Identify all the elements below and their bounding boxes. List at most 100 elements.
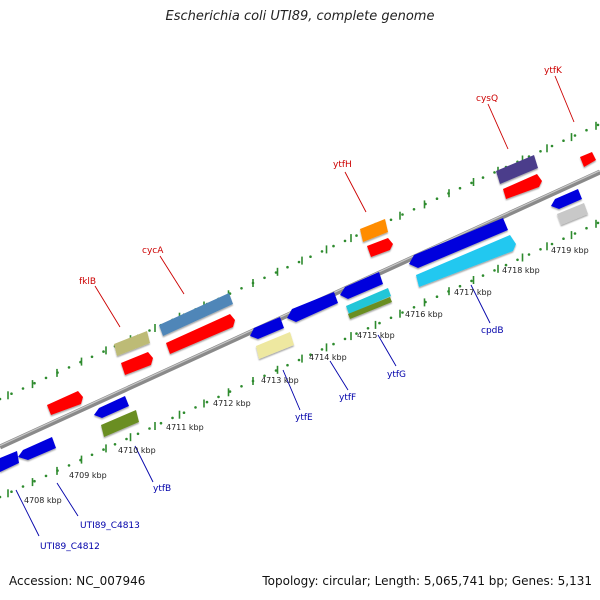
ring-dot <box>332 342 335 346</box>
gene-block-ytfG[interactable] <box>348 297 392 319</box>
gene-label-ytfB[interactable]: ytfB <box>153 484 171 494</box>
kbp-label: 4716 kbp <box>405 310 443 319</box>
ring-dot <box>550 242 554 246</box>
gene-arrow-red-1[interactable] <box>47 391 83 415</box>
kbp-label: 4709 kbp <box>69 471 107 480</box>
kbp-label: 4717 kbp <box>454 288 492 297</box>
kbp-label: 4718 kbp <box>502 266 540 275</box>
gene-label-fklB[interactable]: fklB <box>79 277 96 287</box>
ring-dot <box>355 234 358 237</box>
ring-dot <box>113 443 117 446</box>
ring-dot <box>309 353 312 357</box>
ring-dot <box>550 144 554 148</box>
genome-summary-text: Topology: circular; Length: 5,065,741 bp… <box>262 574 592 588</box>
gene-arrow-red-2[interactable] <box>121 352 153 375</box>
kbp-label: 4712 kbp <box>213 399 251 408</box>
map-title: Escherichia coli UTI89, complete genome <box>165 9 435 24</box>
gene-block-cycA[interactable] <box>159 293 233 336</box>
ring-dot <box>263 276 266 280</box>
gene-label-ytfK[interactable]: ytfK <box>544 66 563 76</box>
gene-arrow-UTI89_C4813[interactable] <box>18 437 56 460</box>
ring-dot <box>263 374 266 378</box>
kbp-label: 4713 kbp <box>261 376 299 385</box>
ring-dot <box>286 363 289 367</box>
gene-arrow-red-5[interactable] <box>503 174 542 199</box>
gene-block-grey[interactable] <box>557 203 588 225</box>
ring-dot <box>481 274 485 277</box>
ring-dot <box>148 427 151 430</box>
ring-dot <box>320 250 324 253</box>
gene-label-cysQ[interactable]: cysQ <box>476 94 498 104</box>
ring-dot <box>0 495 2 499</box>
ring-dot <box>102 448 105 451</box>
ring-dot <box>458 284 462 288</box>
gene-arrow-cpdB-left[interactable] <box>409 218 508 268</box>
ring-dot <box>412 306 416 309</box>
gene-arrow-ytfB-left[interactable] <box>94 396 129 418</box>
ring-dot <box>44 376 48 380</box>
kbp-label: 4715 kbp <box>357 331 395 340</box>
ring-dot <box>458 186 462 190</box>
gene-arrow-red-4[interactable] <box>367 238 393 257</box>
gene-block-ytfK[interactable] <box>580 152 596 167</box>
ring-dot <box>67 464 71 467</box>
ring-dot <box>470 279 473 283</box>
ring-dot <box>274 271 278 274</box>
ring-dot <box>102 350 105 353</box>
ring-dot <box>527 253 531 256</box>
ring-dot <box>171 416 174 420</box>
ring-dot <box>516 258 519 262</box>
gene-arrow-ytfF[interactable] <box>287 292 338 322</box>
gene-block-ytfH[interactable] <box>360 219 388 242</box>
gene-arrow-blue-right[interactable] <box>551 189 582 209</box>
ring-dot <box>470 181 473 185</box>
gene-label-UTI89_C4813[interactable]: UTI89_C4813 <box>80 521 140 531</box>
ring-dot <box>297 260 301 264</box>
gene-arrow-UTI89_C4812[interactable] <box>0 451 19 472</box>
ring-dot <box>240 385 243 388</box>
gene-arrow-red-3[interactable] <box>166 314 235 354</box>
gene-block-ytfG-cyan[interactable] <box>346 288 391 314</box>
ring-dot <box>435 197 439 200</box>
label-leader-lines <box>15 75 575 537</box>
ring-dot <box>343 239 347 243</box>
ring-dot <box>401 213 404 216</box>
gene-label-cycA[interactable]: cycA <box>142 246 164 256</box>
ring-dot <box>573 134 577 137</box>
ring-dot <box>320 348 324 351</box>
gene-arrow-cpdB[interactable] <box>416 235 516 287</box>
ring-dot <box>297 358 301 362</box>
gene-arrow-ytfE-left[interactable] <box>250 317 284 339</box>
gene-block-fklB[interactable] <box>114 331 150 356</box>
gene-block-cysQ[interactable] <box>496 155 538 184</box>
ring-dot <box>274 369 278 372</box>
gene-label-ytfE[interactable]: ytfE <box>295 413 313 423</box>
ring-dot <box>205 400 209 404</box>
ring-dot <box>585 226 588 230</box>
kbp-label: 4708 kbp <box>24 496 62 505</box>
ring-dot <box>44 474 48 478</box>
ring-dot <box>493 171 496 174</box>
ring-dot <box>286 265 289 269</box>
gene-block-ytfB[interactable] <box>101 410 139 437</box>
gene-label-ytfF[interactable]: ytfF <box>339 393 356 403</box>
gene-label-UTI89_C4812[interactable]: UTI89_C4812 <box>40 542 100 552</box>
ring-dot <box>33 381 36 385</box>
gene-block-ytfE[interactable] <box>256 332 294 359</box>
ring-dot <box>435 295 439 299</box>
gene-arrow-ytfG-left[interactable] <box>340 272 383 299</box>
gene-label-ytfG[interactable]: ytfG <box>387 370 406 380</box>
tick-marks <box>7 121 597 498</box>
ring-dot <box>148 329 151 332</box>
ring-dot <box>217 395 220 399</box>
ring-dot <box>389 218 393 222</box>
kbp-label: 4711 kbp <box>166 423 204 432</box>
kbp-label: 4719 kbp <box>551 246 589 255</box>
ring-dot <box>90 355 94 359</box>
gene-label-ytfH[interactable]: ytfH <box>333 160 352 170</box>
ring-dot <box>412 208 416 211</box>
gene-label-cpdB[interactable]: cpdB <box>481 326 504 336</box>
ring-dot <box>389 316 393 320</box>
ring-dot <box>504 263 508 267</box>
ring-dot <box>596 221 600 225</box>
